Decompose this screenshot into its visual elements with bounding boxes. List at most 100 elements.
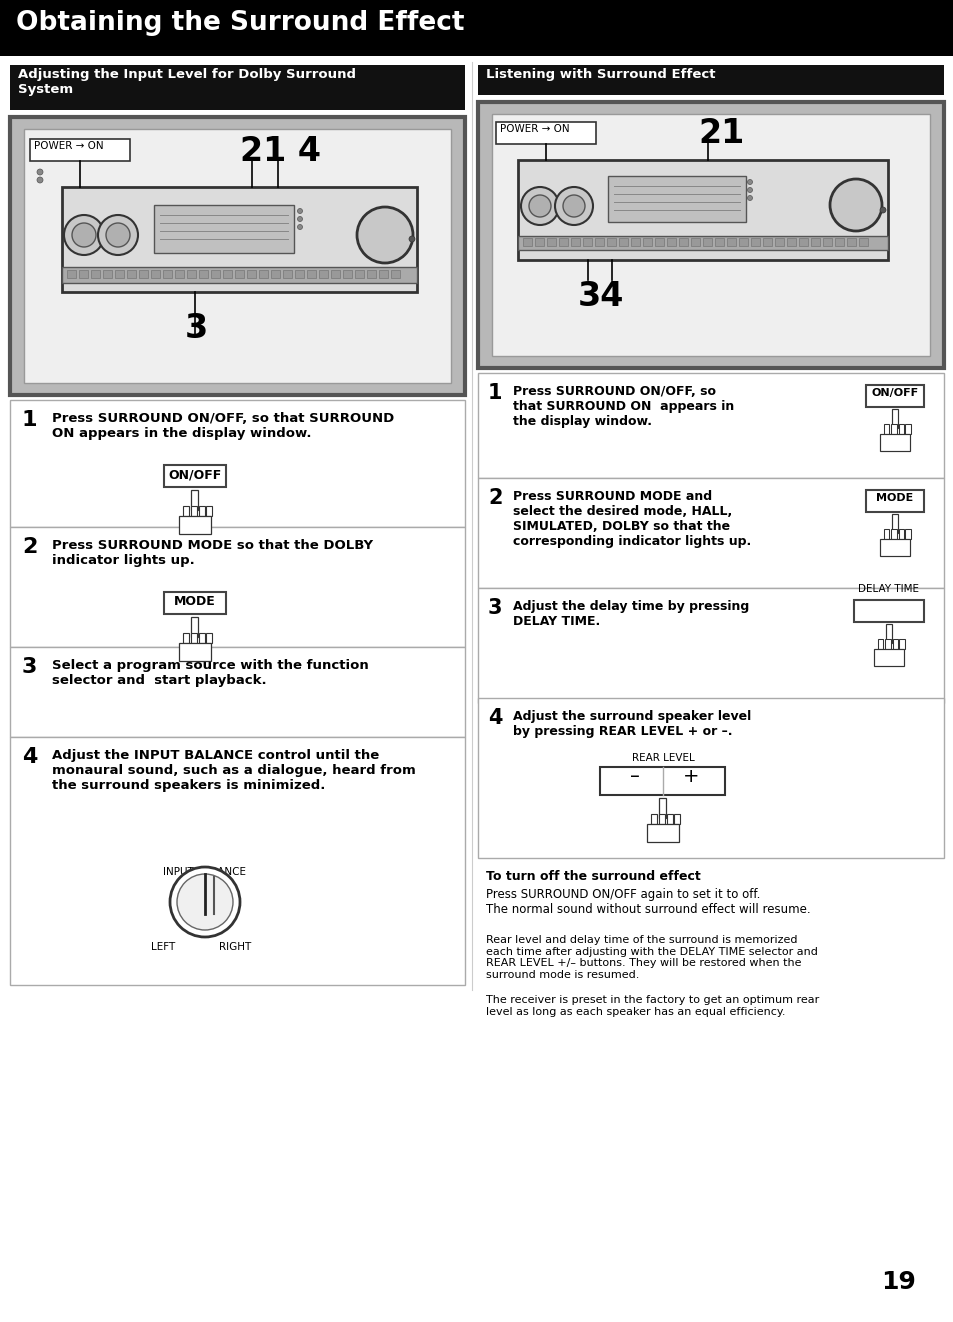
FancyBboxPatch shape [853, 600, 923, 621]
FancyBboxPatch shape [904, 424, 910, 434]
FancyBboxPatch shape [517, 237, 887, 250]
FancyBboxPatch shape [30, 139, 130, 161]
FancyBboxPatch shape [10, 736, 464, 985]
FancyBboxPatch shape [655, 238, 663, 246]
FancyBboxPatch shape [343, 270, 352, 278]
Circle shape [177, 874, 233, 929]
FancyBboxPatch shape [607, 176, 745, 222]
FancyBboxPatch shape [153, 205, 294, 253]
FancyBboxPatch shape [666, 814, 672, 824]
FancyBboxPatch shape [877, 640, 882, 649]
Text: Press SURROUND ON/OFF, so
that SURROUND ON  appears in
the display window.: Press SURROUND ON/OFF, so that SURROUND … [513, 385, 734, 428]
FancyBboxPatch shape [139, 270, 148, 278]
FancyBboxPatch shape [774, 238, 783, 246]
Circle shape [555, 186, 593, 225]
FancyBboxPatch shape [192, 490, 198, 510]
FancyBboxPatch shape [164, 592, 226, 613]
Text: POWER → ON: POWER → ON [34, 141, 104, 151]
FancyBboxPatch shape [762, 238, 771, 246]
FancyBboxPatch shape [477, 65, 943, 95]
FancyBboxPatch shape [606, 238, 616, 246]
Circle shape [297, 217, 302, 222]
FancyBboxPatch shape [191, 506, 196, 516]
FancyBboxPatch shape [10, 646, 464, 736]
FancyBboxPatch shape [834, 238, 843, 246]
FancyBboxPatch shape [477, 373, 943, 479]
FancyBboxPatch shape [271, 270, 280, 278]
Text: 21: 21 [698, 118, 743, 149]
FancyBboxPatch shape [199, 633, 205, 642]
FancyBboxPatch shape [786, 238, 795, 246]
FancyBboxPatch shape [739, 238, 747, 246]
FancyBboxPatch shape [858, 238, 867, 246]
Circle shape [747, 180, 752, 185]
Text: 4: 4 [488, 709, 502, 728]
FancyBboxPatch shape [0, 0, 953, 56]
FancyBboxPatch shape [891, 514, 898, 533]
Circle shape [829, 178, 882, 231]
FancyBboxPatch shape [307, 270, 315, 278]
Text: INPUT BALANCE: INPUT BALANCE [163, 867, 246, 876]
FancyBboxPatch shape [571, 238, 579, 246]
FancyBboxPatch shape [223, 270, 232, 278]
FancyBboxPatch shape [283, 270, 292, 278]
FancyBboxPatch shape [659, 814, 664, 824]
FancyBboxPatch shape [355, 270, 364, 278]
FancyBboxPatch shape [163, 270, 172, 278]
Text: Adjusting the Input Level for Dolby Surround
System: Adjusting the Input Level for Dolby Surr… [18, 67, 355, 97]
FancyBboxPatch shape [642, 238, 651, 246]
Text: 2: 2 [22, 537, 37, 557]
FancyBboxPatch shape [199, 270, 208, 278]
FancyBboxPatch shape [879, 538, 909, 555]
FancyBboxPatch shape [206, 633, 212, 642]
FancyBboxPatch shape [492, 114, 929, 356]
FancyBboxPatch shape [10, 65, 464, 110]
FancyBboxPatch shape [865, 385, 923, 407]
FancyBboxPatch shape [750, 238, 760, 246]
FancyBboxPatch shape [191, 633, 196, 642]
Text: 3: 3 [185, 312, 208, 345]
FancyBboxPatch shape [151, 270, 160, 278]
Text: LEFT: LEFT [151, 943, 175, 952]
FancyBboxPatch shape [62, 186, 416, 292]
Circle shape [170, 867, 240, 937]
Circle shape [520, 186, 558, 225]
FancyBboxPatch shape [891, 408, 898, 428]
FancyBboxPatch shape [206, 506, 212, 516]
FancyBboxPatch shape [318, 270, 328, 278]
Text: REAR LEVEL: REAR LEVEL [631, 754, 694, 763]
FancyBboxPatch shape [247, 270, 255, 278]
Circle shape [71, 223, 96, 247]
FancyBboxPatch shape [582, 238, 592, 246]
Circle shape [409, 237, 415, 242]
FancyBboxPatch shape [865, 490, 923, 512]
FancyBboxPatch shape [127, 270, 136, 278]
FancyBboxPatch shape [91, 270, 100, 278]
Text: RIGHT: RIGHT [218, 943, 251, 952]
FancyBboxPatch shape [378, 270, 388, 278]
FancyBboxPatch shape [174, 270, 184, 278]
FancyBboxPatch shape [115, 270, 124, 278]
Text: 21 4: 21 4 [240, 135, 320, 168]
FancyBboxPatch shape [391, 270, 399, 278]
FancyBboxPatch shape [258, 270, 268, 278]
FancyBboxPatch shape [666, 238, 676, 246]
FancyBboxPatch shape [595, 238, 603, 246]
Text: ON/OFF: ON/OFF [168, 468, 221, 481]
FancyBboxPatch shape [199, 506, 205, 516]
FancyBboxPatch shape [331, 270, 339, 278]
FancyBboxPatch shape [477, 102, 943, 368]
FancyBboxPatch shape [899, 640, 904, 649]
FancyBboxPatch shape [558, 238, 567, 246]
Text: 2: 2 [488, 488, 502, 508]
FancyBboxPatch shape [522, 238, 532, 246]
FancyBboxPatch shape [673, 814, 679, 824]
FancyBboxPatch shape [192, 617, 198, 637]
FancyBboxPatch shape [659, 798, 666, 818]
Text: 3: 3 [22, 657, 37, 677]
Circle shape [747, 188, 752, 193]
FancyBboxPatch shape [726, 238, 735, 246]
FancyBboxPatch shape [884, 624, 891, 642]
FancyBboxPatch shape [904, 529, 910, 538]
Text: Rear level and delay time of the surround is memorized
each time after adjusting: Rear level and delay time of the surroun… [485, 935, 817, 980]
